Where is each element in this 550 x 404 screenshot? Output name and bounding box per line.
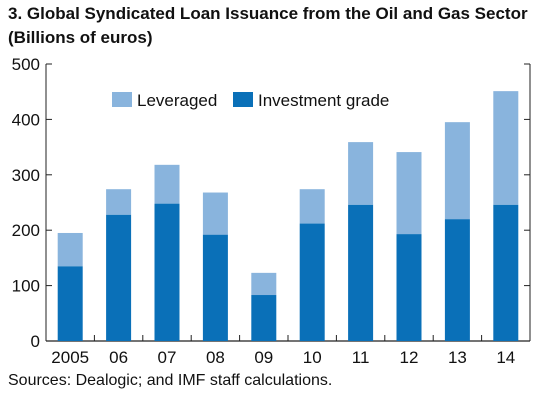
legend: Leveraged Investment grade (112, 91, 389, 110)
y-axis: 0 100 200 300 400 500 (12, 55, 530, 351)
bar-investment-grade (299, 223, 325, 341)
chart-title: 3. Global Syndicated Loan Issuance from … (8, 2, 548, 50)
chart-subtitle: (Billions of euros) (8, 28, 153, 47)
bar-investment-grade (202, 234, 228, 341)
bar-investment-grade (348, 204, 374, 341)
bar-investment-grade (154, 203, 180, 341)
x-tick-label: 14 (496, 348, 515, 367)
x-tick-label: 09 (254, 348, 273, 367)
legend-swatch-investment-grade (233, 92, 253, 107)
x-tick-label: 07 (158, 348, 177, 367)
bar-leveraged (493, 91, 519, 205)
legend-label-leveraged: Leveraged (137, 91, 217, 110)
x-tick-label: 11 (352, 348, 370, 367)
x-tick-label: 12 (400, 348, 419, 367)
bar-investment-grade (106, 214, 132, 341)
x-tick-label: 08 (206, 348, 225, 367)
bar-investment-grade (396, 234, 422, 341)
bar-leveraged (106, 189, 132, 215)
x-tick-label: 10 (303, 348, 322, 367)
y-tick-label: 100 (12, 277, 40, 296)
bar-leveraged (444, 122, 470, 220)
x-tick-label: 06 (109, 348, 128, 367)
bar-investment-grade (251, 295, 277, 341)
chart-title-line1: 3. Global Syndicated Loan Issuance from … (8, 4, 528, 23)
y-tick-label: 0 (31, 332, 40, 351)
bar-leveraged (202, 192, 228, 235)
bar-leveraged (251, 272, 277, 296)
x-axis: 2005 06 07 08 09 10 11 12 13 14 (51, 335, 515, 367)
y-tick-label: 200 (12, 221, 40, 240)
bar-investment-grade (493, 204, 519, 341)
bar-leveraged (348, 142, 374, 205)
x-tick-label: 13 (448, 348, 467, 367)
bar-investment-grade (444, 219, 470, 341)
source-note: Sources: Dealogic; and IMF staff calcula… (8, 372, 333, 389)
bar-investment-grade (57, 266, 83, 341)
x-tick-label: 2005 (51, 348, 89, 367)
legend-swatch-leveraged (112, 92, 132, 107)
bar-leveraged (154, 164, 180, 204)
y-tick-label: 500 (12, 55, 40, 74)
bar-leveraged (299, 189, 325, 224)
y-tick-label: 300 (12, 166, 40, 185)
y-tick-label: 400 (12, 110, 40, 129)
legend-label-investment-grade: Investment grade (258, 91, 389, 110)
bars-group (57, 91, 519, 341)
bar-leveraged (396, 152, 422, 235)
bar-leveraged (57, 232, 83, 267)
